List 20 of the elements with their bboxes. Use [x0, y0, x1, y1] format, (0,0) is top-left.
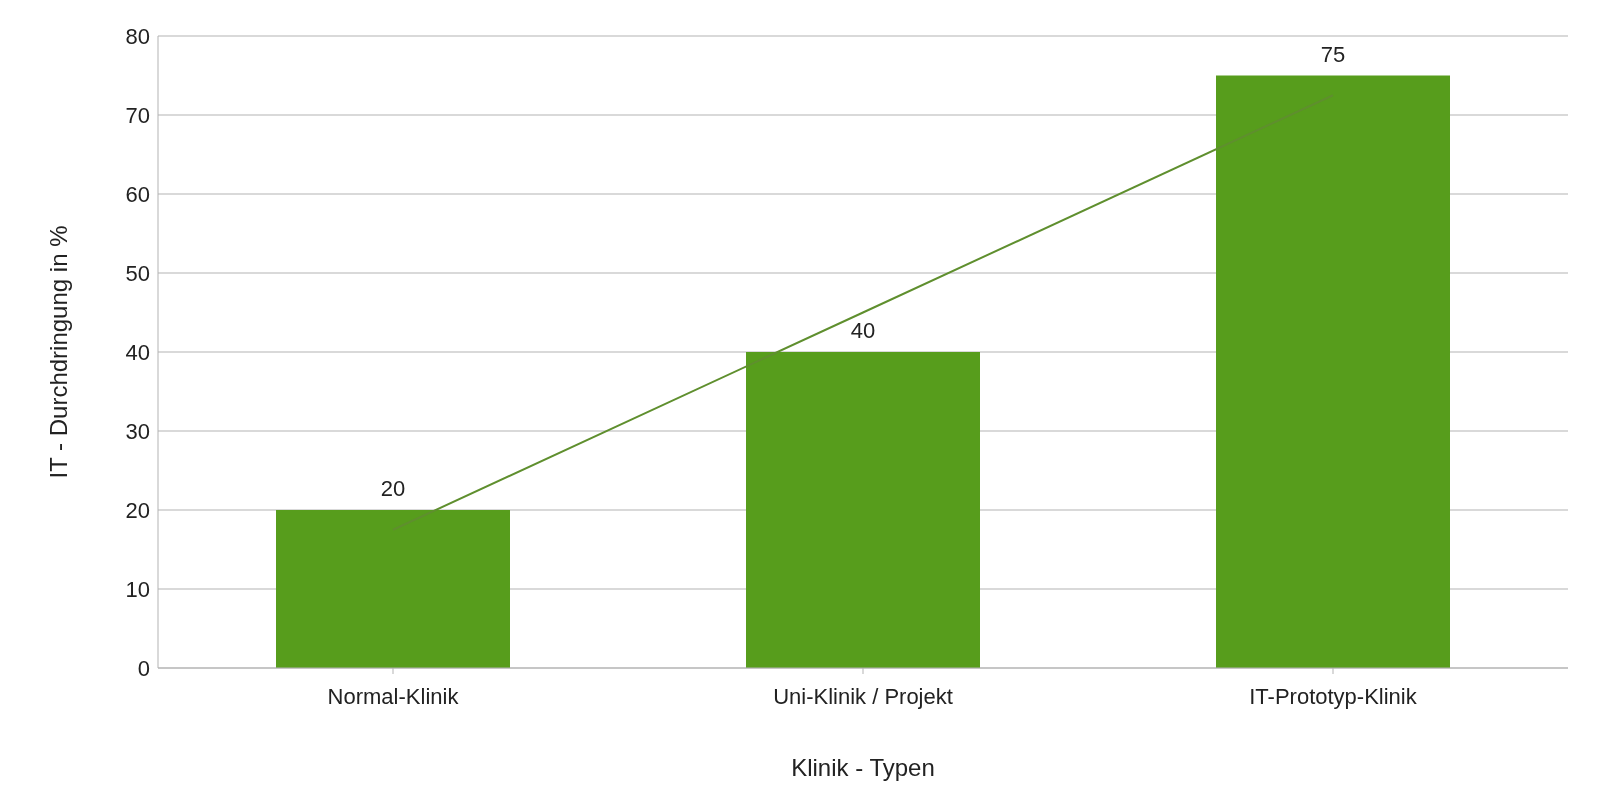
y-axis-title: IT - Durchdringung in % — [44, 225, 72, 479]
y-tick-label: 20 — [125, 497, 150, 523]
x-tick-label: Normal-Klinik — [327, 683, 460, 709]
bar — [746, 352, 980, 668]
y-tick-label: 40 — [125, 339, 150, 365]
data-label: 75 — [1320, 41, 1346, 67]
data-label: 20 — [380, 476, 406, 501]
x-tick-label: Uni-Klinik / Projekt — [773, 683, 953, 709]
data-label: 40 — [850, 318, 876, 343]
y-tick-label: 60 — [125, 181, 150, 207]
y-tick-label: 0 — [137, 655, 150, 681]
y-tick-label: 30 — [125, 418, 150, 444]
bar — [276, 510, 510, 668]
y-tick-label: 10 — [125, 576, 150, 602]
y-tick-label: 70 — [125, 102, 150, 128]
bar — [1216, 75, 1450, 668]
y-tick-label: 50 — [125, 260, 150, 286]
x-tick-label: IT-Prototyp-Klinik — [1249, 683, 1418, 709]
y-tick-label: 80 — [125, 23, 150, 49]
x-axis-title: Klinik - Typen — [791, 754, 935, 781]
